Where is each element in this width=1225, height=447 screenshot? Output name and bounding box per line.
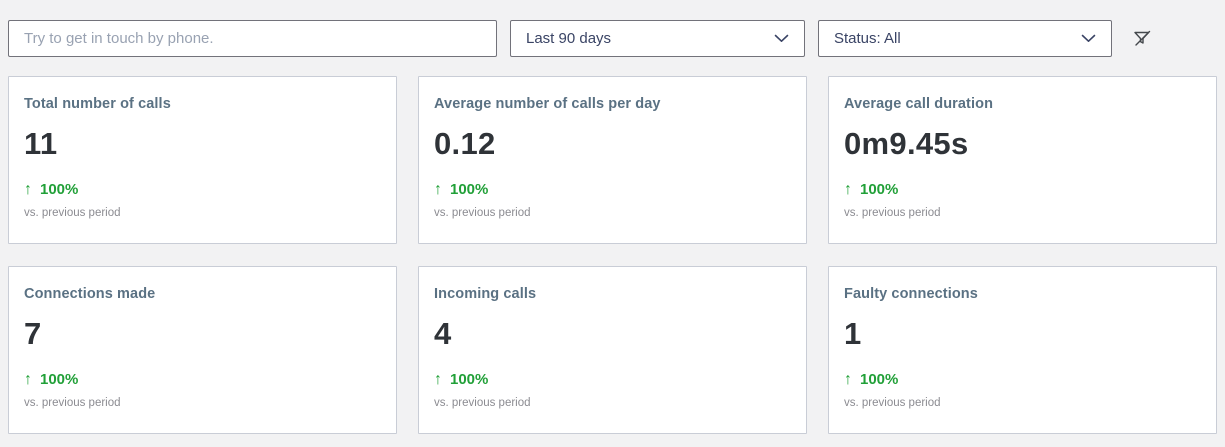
delta-percent: 100%	[450, 181, 489, 198]
stat-card-total-calls: Total number of calls 11 ↑ 100% vs. prev…	[8, 76, 397, 244]
card-title: Average call duration	[844, 96, 994, 112]
card-title: Average number of calls per day	[434, 96, 661, 112]
card-caption: vs. previous period	[24, 397, 121, 409]
stat-card-faulty-connections: Faulty connections 1 ↑ 100% vs. previous…	[828, 266, 1217, 434]
card-value: 1	[844, 316, 862, 351]
card-delta: ↑ 100%	[844, 181, 1201, 198]
card-value: 4	[434, 316, 452, 351]
delta-percent: 100%	[40, 181, 79, 198]
search-input[interactable]	[8, 20, 497, 57]
card-value: 11	[24, 126, 58, 161]
card-delta: ↑ 100%	[24, 371, 381, 388]
chevron-down-icon	[774, 34, 789, 42]
up-arrow-icon: ↑	[844, 180, 852, 198]
card-caption: vs. previous period	[434, 207, 531, 219]
stat-card-avg-calls-per-day: Average number of calls per day 0.12 ↑ 1…	[418, 76, 807, 244]
card-delta: ↑ 100%	[24, 181, 381, 198]
card-title: Total number of calls	[24, 96, 171, 112]
up-arrow-icon: ↑	[434, 370, 442, 388]
stat-card-connections-made: Connections made 7 ↑ 100% vs. previous p…	[8, 266, 397, 434]
delta-percent: 100%	[40, 371, 79, 388]
card-caption: vs. previous period	[844, 397, 941, 409]
filters-toolbar: Last 90 days Status: All	[0, 0, 1225, 57]
up-arrow-icon: ↑	[24, 180, 32, 198]
stat-card-avg-call-duration: Average call duration 0m9.45s ↑ 100% vs.…	[828, 76, 1217, 244]
card-value: 0m9.45s	[844, 126, 969, 161]
card-title: Faulty connections	[844, 286, 978, 302]
up-arrow-icon: ↑	[24, 370, 32, 388]
chevron-down-icon	[1081, 34, 1096, 42]
card-caption: vs. previous period	[24, 207, 121, 219]
card-title: Connections made	[24, 286, 156, 302]
up-arrow-icon: ↑	[844, 370, 852, 388]
up-arrow-icon: ↑	[434, 180, 442, 198]
delta-percent: 100%	[450, 371, 489, 388]
status-dropdown[interactable]: Status: All	[818, 20, 1112, 57]
card-caption: vs. previous period	[844, 207, 941, 219]
period-dropdown-value: Last 90 days	[526, 30, 612, 47]
status-dropdown-value: Status: All	[834, 30, 901, 47]
card-value: 0.12	[434, 126, 496, 161]
delta-percent: 100%	[860, 181, 899, 198]
stat-card-incoming-calls: Incoming calls 4 ↑ 100% vs. previous per…	[418, 266, 807, 434]
card-delta: ↑ 100%	[434, 371, 791, 388]
period-dropdown[interactable]: Last 90 days	[510, 20, 805, 57]
filter-off-icon	[1133, 30, 1150, 46]
card-title: Incoming calls	[434, 286, 537, 302]
clear-filters-button[interactable]	[1129, 26, 1155, 52]
card-delta: ↑ 100%	[434, 181, 791, 198]
delta-percent: 100%	[860, 371, 899, 388]
card-delta: ↑ 100%	[844, 371, 1201, 388]
card-value: 7	[24, 316, 42, 351]
stats-grid: Total number of calls 11 ↑ 100% vs. prev…	[8, 76, 1217, 434]
card-caption: vs. previous period	[434, 397, 531, 409]
